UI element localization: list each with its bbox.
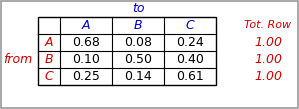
- Text: 0.14: 0.14: [124, 70, 152, 83]
- Text: 0.08: 0.08: [124, 36, 152, 49]
- Text: 0.24: 0.24: [176, 36, 204, 49]
- Text: 1.00: 1.00: [254, 36, 282, 49]
- Text: 1.00: 1.00: [254, 70, 282, 83]
- Text: 0.10: 0.10: [72, 53, 100, 66]
- Text: from: from: [3, 53, 33, 66]
- Text: to: to: [132, 3, 144, 15]
- Text: A: A: [45, 36, 53, 49]
- Text: C: C: [45, 70, 54, 83]
- Text: C: C: [186, 19, 194, 32]
- Text: B: B: [134, 19, 142, 32]
- Text: Tot. Row: Tot. Row: [245, 20, 292, 31]
- Text: 1.00: 1.00: [254, 53, 282, 66]
- Text: 0.50: 0.50: [124, 53, 152, 66]
- Text: 0.61: 0.61: [176, 70, 204, 83]
- Text: 0.40: 0.40: [176, 53, 204, 66]
- Text: 0.25: 0.25: [72, 70, 100, 83]
- Text: A: A: [82, 19, 90, 32]
- Text: B: B: [45, 53, 53, 66]
- Text: 0.68: 0.68: [72, 36, 100, 49]
- Bar: [38, 17, 216, 85]
